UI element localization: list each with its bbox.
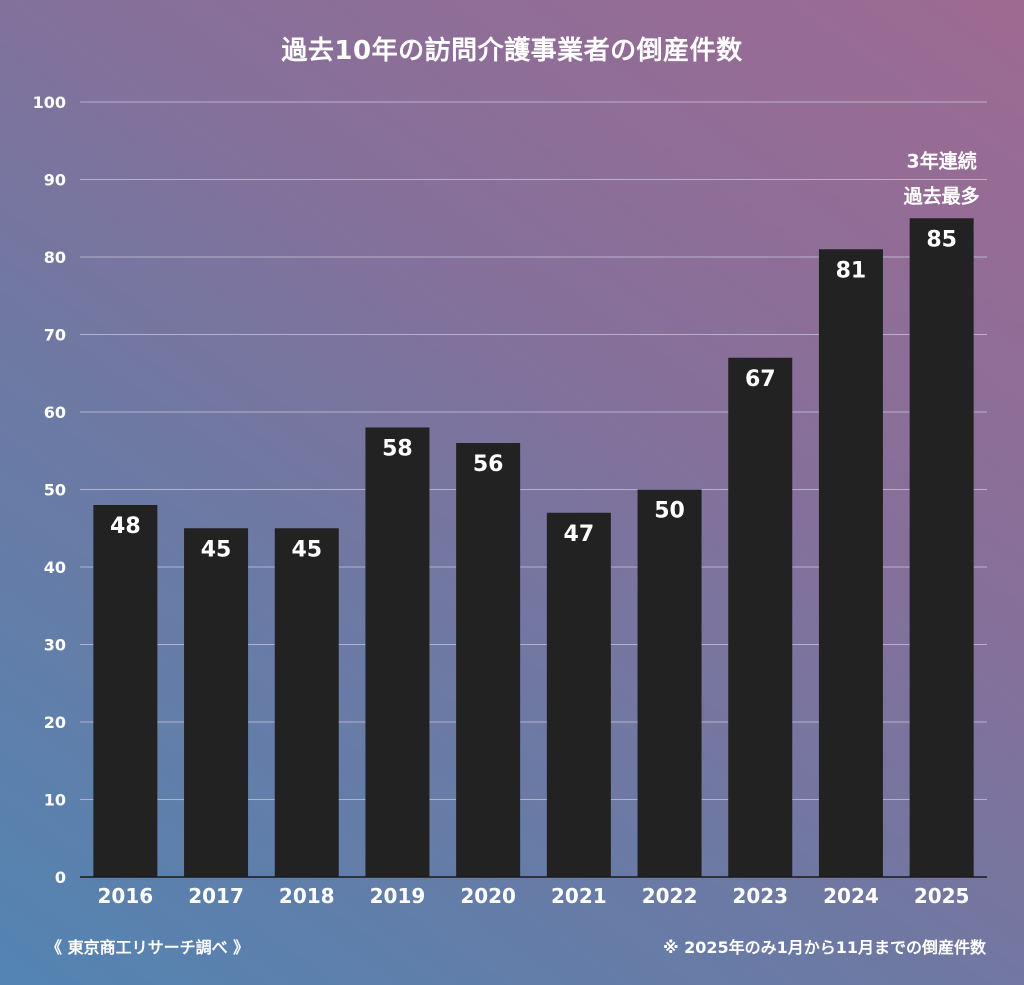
bar — [184, 528, 249, 877]
bar — [546, 512, 611, 877]
x-axis-ticks: 2016 2017 2018 2019 2020 2021 2022 2023 2024 2025 — [98, 884, 970, 908]
y-axis-ticks: 0 10 20 30 40 50 60 70 80 90 100 — [33, 93, 66, 887]
data-label: 50 — [654, 499, 685, 524]
x-tick-label: 2025 — [914, 884, 970, 908]
y-tick-label: 50 — [44, 481, 66, 500]
y-tick-label: 30 — [44, 636, 66, 655]
y-tick-label: 60 — [44, 403, 66, 422]
data-label: 45 — [291, 537, 322, 562]
data-label: 47 — [564, 522, 595, 547]
y-tick-label: 40 — [44, 558, 66, 577]
x-tick-label: 2020 — [460, 884, 516, 908]
x-tick-label: 2016 — [98, 884, 154, 908]
bar — [456, 443, 521, 877]
data-label: 67 — [745, 367, 776, 392]
bar — [93, 505, 158, 877]
footnote: ※ 2025年のみ1月から11月までの倒産件数 — [662, 938, 986, 957]
bar — [909, 218, 974, 877]
y-tick-label: 0 — [55, 868, 66, 887]
y-tick-label: 20 — [44, 713, 66, 732]
bar — [637, 489, 702, 877]
y-tick-label: 70 — [44, 326, 66, 345]
bar — [365, 427, 430, 877]
chart-title: 過去10年の訪問介護事業者の倒産件数 — [281, 36, 743, 66]
data-label: 58 — [382, 437, 413, 462]
x-tick-label: 2019 — [370, 884, 426, 908]
x-tick-label: 2018 — [279, 884, 335, 908]
y-tick-label: 100 — [33, 93, 66, 112]
data-label: 81 — [836, 258, 867, 283]
x-tick-label: 2021 — [551, 884, 607, 908]
data-label: 45 — [201, 537, 232, 562]
y-tick-label: 90 — [44, 171, 66, 190]
data-label: 48 — [110, 514, 141, 539]
x-tick-label: 2024 — [823, 884, 879, 908]
data-labels: 48 45 45 58 56 47 50 67 81 85 — [110, 227, 957, 562]
data-label: 56 — [473, 452, 504, 477]
annotation-text: 過去最多 — [904, 184, 980, 207]
x-tick-label: 2023 — [732, 884, 788, 908]
bar — [818, 249, 883, 877]
y-tick-label: 10 — [44, 791, 66, 810]
source-note: 《 東京商工リサーチ調べ 》 — [46, 938, 250, 957]
data-label: 85 — [926, 227, 957, 252]
bar — [274, 528, 339, 877]
x-tick-label: 2022 — [642, 884, 698, 908]
bar — [728, 357, 793, 877]
bars — [93, 218, 974, 877]
annotation-text: 3年連続 — [907, 149, 977, 172]
x-tick-label: 2017 — [188, 884, 244, 908]
y-tick-label: 80 — [44, 248, 66, 267]
